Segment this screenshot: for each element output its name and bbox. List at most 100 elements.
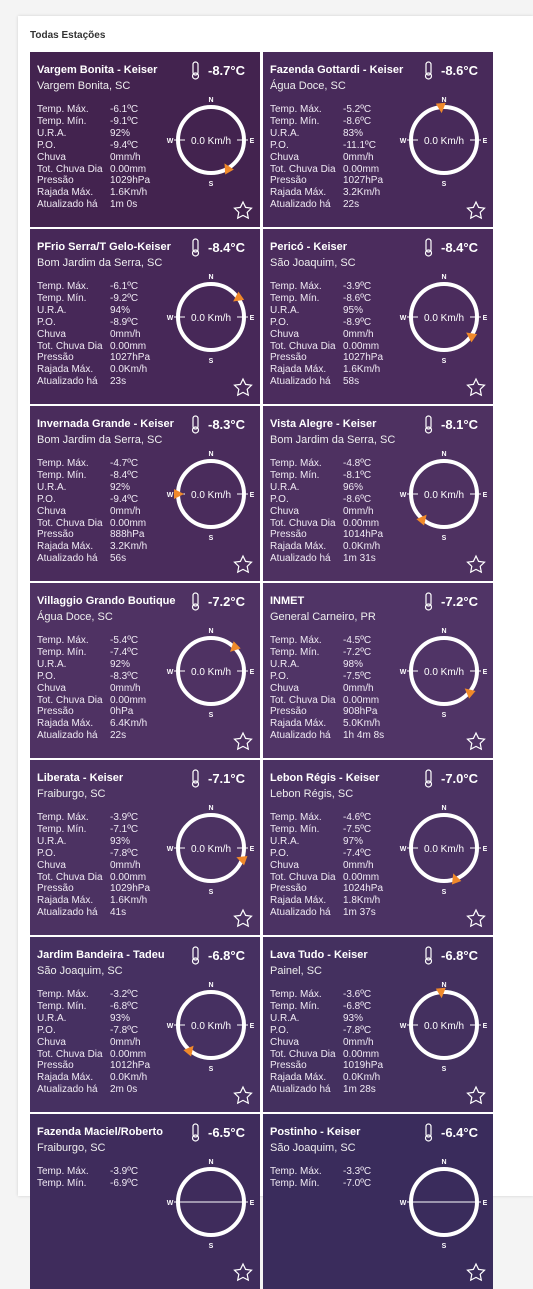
field-label: P.O. [37,139,56,151]
station-card: INMET General Carneiro, PR -7.2°C Temp. Máx… [263,583,493,758]
favorite-star[interactable] [466,554,486,574]
thermometer-bulb [424,780,433,788]
field-label: Rajada Máx. [37,1072,94,1084]
favorite-star[interactable] [233,554,253,574]
field-value: 1027hPa [343,352,384,364]
card-graphics: N E S W [167,1123,255,1282]
compass-letter: S [442,712,447,719]
field-label: U.R.A. [270,304,300,316]
field-label: Chuva [37,859,66,871]
favorite-star[interactable] [466,731,486,751]
favorite-star[interactable] [233,1262,253,1282]
compass-letter: W [167,315,174,322]
compass-letter: E [250,1023,255,1030]
wind-direction-arrow [233,291,245,302]
field-value: 0.00mm [343,340,380,352]
temperature: -7.0°C [441,771,478,786]
station-location: Bom Jardim da Serra, SC [37,434,163,446]
field-value: 0.00mm [343,871,380,883]
field-value: 1.8Km/h [343,895,381,907]
field-value: -8.4ºC [110,469,139,481]
field-value: 3.2Km/h [110,541,148,553]
compass-letter: S [442,535,447,542]
compass-letter: W [400,669,407,676]
wind-bg [185,841,237,855]
favorite-star[interactable] [233,1085,253,1105]
field-value: 22s [343,199,360,211]
station-name: INMET [270,595,305,607]
field-value: -3.2ºC [110,989,139,1000]
temperature: -8.6°C [441,63,478,78]
compass-letter: N [441,274,446,281]
field-label: U.R.A. [270,658,300,670]
thermometer-icon [425,946,432,961]
field-label: Rajada Máx. [37,364,94,376]
field-value: 92% [110,658,131,670]
favorite-star[interactable] [233,908,253,928]
wind-speed: 0.0 Km/h [424,667,464,678]
field-label: U.R.A. [37,835,67,847]
compass-letter: W [400,138,407,145]
field-label: Pressão [270,175,307,187]
card-graphics: 0.0 Km/h N E S W [167,592,255,751]
station-name: Postinho - Keiser [270,1126,361,1138]
wind-bg [418,841,470,855]
field-label: Rajada Máx. [37,895,94,907]
field-label: P.O. [270,493,289,505]
favorite-star[interactable] [466,1262,486,1282]
card-graphics: 0.0 Km/h N E S W [400,592,488,751]
field-value: 0mm/h [343,682,374,694]
field-value: -4.6ºC [343,812,372,823]
compass-letter: E [250,492,255,499]
field-value: 41s [110,907,127,919]
station-card: Jardim Bandeira - Tadeu São Joaquim, SC -6… [30,937,260,1112]
favorite-star[interactable] [466,200,486,220]
field-label: Chuva [270,1036,299,1048]
thermometer-icon [425,1123,432,1138]
field-label: U.R.A. [37,481,67,493]
temperature: -7.2°C [441,594,478,609]
field-value: 1029hPa [110,175,151,187]
field-label: Temp. Máx. [37,812,89,823]
field-value: 1m 37s [343,907,376,919]
field-label: Temp. Máx. [270,458,322,469]
compass-letter: W [400,1200,407,1207]
field-value: -8.9ºC [343,316,372,328]
field-value: 97% [343,835,364,847]
thermometer-icon [192,1123,199,1138]
station-card: Postinho - Keiser São Joaquim, SC -6.4°C Te… [263,1114,493,1289]
wind-direction-arrow [230,641,241,652]
compass-letter: E [483,669,488,676]
favorite-star[interactable] [233,377,253,397]
thermometer-icon [192,61,199,76]
field-label: Temp. Máx. [270,281,322,292]
compass-letter: E [250,669,255,676]
favorite-star[interactable] [233,731,253,751]
thermometer-icon [425,769,432,784]
compass-letter: N [208,982,213,989]
station-name: Pericó - Keiser [270,241,348,253]
station-location: São Joaquim, SC [37,965,123,977]
field-label: Rajada Máx. [270,541,327,553]
thermometer-icon [425,61,432,76]
station-card: Vargem Bonita - Keiser Vargem Bonita, SC -… [30,52,260,227]
field-value: -4.8ºC [343,458,372,469]
field-value: 0mm/h [343,1036,374,1048]
card-graphics: 0.0 Km/h N E S W [167,769,255,928]
temperature: -8.3°C [208,417,245,432]
station-location: Bom Jardim da Serra, SC [37,257,163,269]
favorite-star[interactable] [233,200,253,220]
field-label: P.O. [270,316,289,328]
favorite-star[interactable] [466,1085,486,1105]
temperature: -6.8°C [208,948,245,963]
compass-letter: S [209,535,214,542]
field-value: -4.7ºC [110,458,139,469]
temperature: -7.1°C [208,771,245,786]
field-label: P.O. [37,493,56,505]
field-value: 1.6Km/h [110,895,148,907]
field-label: Temp. Máx. [270,989,322,1000]
favorite-star[interactable] [466,377,486,397]
wind-speed: 0.0 Km/h [424,313,464,324]
card-graphics: 0.0 Km/h N E S W [400,238,488,397]
favorite-star[interactable] [466,908,486,928]
